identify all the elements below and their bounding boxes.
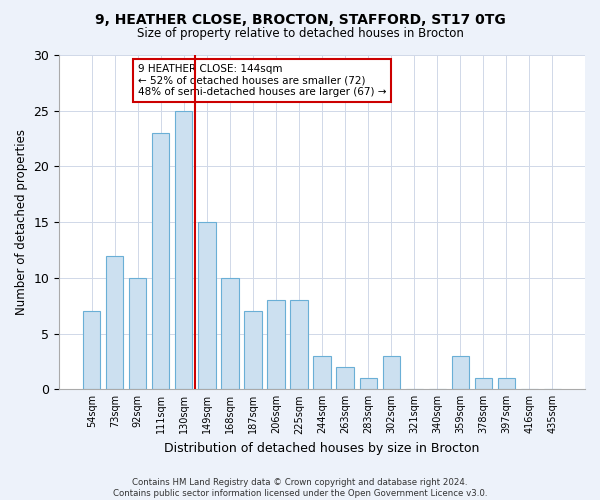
Y-axis label: Number of detached properties: Number of detached properties <box>15 129 28 315</box>
Text: Contains HM Land Registry data © Crown copyright and database right 2024.
Contai: Contains HM Land Registry data © Crown c… <box>113 478 487 498</box>
Bar <box>313 356 331 390</box>
Bar <box>129 278 146 390</box>
Bar <box>452 356 469 390</box>
Bar <box>268 300 284 390</box>
Bar <box>337 367 354 390</box>
Text: 9 HEATHER CLOSE: 144sqm
← 52% of detached houses are smaller (72)
48% of semi-de: 9 HEATHER CLOSE: 144sqm ← 52% of detache… <box>138 64 386 97</box>
Text: 9, HEATHER CLOSE, BROCTON, STAFFORD, ST17 0TG: 9, HEATHER CLOSE, BROCTON, STAFFORD, ST1… <box>95 12 505 26</box>
Bar <box>244 312 262 390</box>
Bar <box>498 378 515 390</box>
Bar <box>383 356 400 390</box>
Text: Size of property relative to detached houses in Brocton: Size of property relative to detached ho… <box>137 28 463 40</box>
Bar <box>152 133 169 390</box>
Bar <box>106 256 124 390</box>
Bar <box>175 110 193 390</box>
Bar <box>198 222 215 390</box>
Bar <box>290 300 308 390</box>
Bar <box>359 378 377 390</box>
X-axis label: Distribution of detached houses by size in Brocton: Distribution of detached houses by size … <box>164 442 480 455</box>
Bar <box>221 278 239 390</box>
Bar <box>83 312 100 390</box>
Bar <box>475 378 492 390</box>
